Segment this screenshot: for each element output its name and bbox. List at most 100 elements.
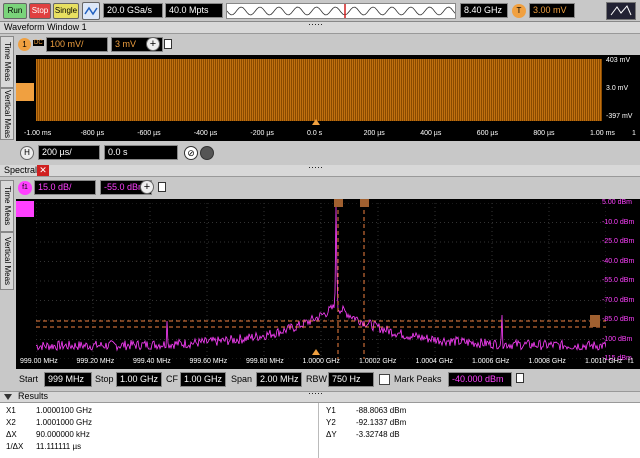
peaks-options-icon[interactable] bbox=[516, 373, 524, 383]
waveform-x-tick: 600 µs bbox=[476, 130, 498, 137]
horizontal-delay[interactable]: 0.0 s bbox=[104, 145, 178, 160]
time-meas-tab-1[interactable]: Time Meas bbox=[0, 36, 14, 88]
spectrum-y-label: 5.00 dBm bbox=[602, 199, 632, 206]
span-value[interactable]: 2.00 MHz bbox=[256, 372, 302, 387]
result-left-value: 1.0000100 GHz bbox=[36, 406, 93, 415]
mark-peaks-level[interactable]: -40.000 dBm bbox=[448, 372, 512, 387]
waveform-plot[interactable]: 403 mV 3.0 mV -397 mV -1.00 ms -800 µs -60… bbox=[16, 55, 640, 141]
trigger-badge[interactable]: T bbox=[512, 4, 526, 18]
fft-scale-value: 15.0 dB/ bbox=[38, 182, 72, 192]
sample-rate-display[interactable]: 20.0 GSa/s bbox=[103, 3, 163, 18]
trigger-arrow-icon bbox=[312, 119, 320, 125]
x2-marker-handle[interactable] bbox=[360, 199, 369, 207]
spectrum-x-tick: 999.40 MHz bbox=[133, 358, 171, 365]
spectral-window-title: Spectral bbox=[4, 165, 38, 175]
fft-marker bbox=[16, 201, 34, 217]
single-button[interactable]: Single bbox=[53, 3, 79, 19]
coupling-tag: DC bbox=[33, 40, 44, 46]
rbw-value[interactable]: 750 Hz bbox=[328, 372, 374, 387]
results-panel: X1 1.0000100 GHz X2 1.0001000 GHz ΔX 90.00000… bbox=[0, 403, 640, 458]
drag-handle-icon-3[interactable]: ····· bbox=[308, 388, 323, 398]
bandwidth-display[interactable]: 8.40 GHz bbox=[460, 3, 508, 18]
waveform-x-tick: 200 µs bbox=[363, 130, 385, 137]
mark-peaks-checkbox[interactable] bbox=[379, 374, 390, 385]
mark-peaks-level-value: -40.000 dBm bbox=[452, 374, 504, 384]
add-function-button[interactable]: + bbox=[140, 180, 154, 194]
run-button[interactable]: Run bbox=[3, 3, 27, 19]
result-left-key: 1/ΔX bbox=[6, 442, 24, 451]
result-left-key: X2 bbox=[6, 418, 16, 427]
spectral-settings-bar: Start 999 MHz Stop 1.00 GHz CF 1.00 GHz … bbox=[16, 371, 640, 389]
waveform-x-tick: -1.00 ms bbox=[24, 130, 52, 137]
result-left-key: ΔX bbox=[6, 430, 17, 439]
waveform-window-title: Waveform Window 1 bbox=[4, 22, 87, 32]
result-left-value: 1.0001000 GHz bbox=[36, 418, 93, 427]
bookmark-icon-2[interactable] bbox=[158, 182, 166, 192]
channel1-trace bbox=[36, 59, 602, 121]
stop-button[interactable]: Stop bbox=[29, 3, 51, 19]
trigger-arrow-icon-2 bbox=[312, 349, 320, 355]
channel1-scale-value: 100 mV/ bbox=[50, 39, 84, 49]
spectrum-y-label: -25.0 dBm bbox=[602, 238, 635, 245]
add-channel-button[interactable]: + bbox=[146, 37, 160, 51]
trigger-level-display[interactable]: 3.00 mV bbox=[529, 3, 575, 18]
scope-logo-icon[interactable] bbox=[606, 2, 636, 20]
spectrum-x-tick: 1.0000 GHz bbox=[302, 358, 340, 365]
result-right-value: -3.32748 dB bbox=[356, 430, 400, 439]
waveform-x-tick: 800 µs bbox=[533, 130, 555, 137]
spectrum-y-label: -70.0 dBm bbox=[602, 296, 635, 304]
drag-handle-icon-2[interactable]: ····· bbox=[308, 162, 323, 172]
channel1-marker bbox=[16, 83, 34, 101]
zoom-icon[interactable]: ⊘ bbox=[184, 146, 198, 160]
navigate-icon[interactable] bbox=[200, 146, 214, 160]
autoscale-icon[interactable] bbox=[82, 2, 100, 20]
result-left-value: 11.111111 µs bbox=[36, 442, 82, 451]
fft-ref-value: -55.0 dBm bbox=[104, 182, 146, 192]
collapse-results-icon[interactable] bbox=[4, 394, 12, 400]
spectral-controls: f1 15.0 dB/ -55.0 dBm + bbox=[16, 180, 216, 197]
channel1-scale[interactable]: 100 mV/ bbox=[46, 37, 108, 52]
mark-peaks-label: Mark Peaks bbox=[394, 374, 442, 384]
stop-frequency[interactable]: 1.00 GHz bbox=[116, 372, 162, 387]
result-left-row: X1 1.0000100 GHz bbox=[6, 405, 306, 417]
waveform-x-tick: -400 µs bbox=[193, 130, 218, 137]
results-left-column: X1 1.0000100 GHz X2 1.0001000 GHz ΔX 90.00000… bbox=[6, 405, 306, 453]
result-right-row: ΔY -3.32748 dB bbox=[326, 429, 626, 441]
y-marker-handle[interactable] bbox=[590, 315, 600, 327]
spectrum-plot[interactable]: 5.00 dBm -10.0 dBm -25.0 dBm -40.0 dBm -55.0… bbox=[16, 199, 640, 369]
trigger-level-value: 3.00 mV bbox=[533, 5, 567, 15]
result-left-row: ΔX 90.000000 kHz bbox=[6, 429, 306, 441]
horizontal-scale[interactable]: 200 µs/ bbox=[38, 145, 100, 160]
start-frequency[interactable]: 999 MHz bbox=[44, 372, 92, 387]
center-frequency[interactable]: 1.00 GHz bbox=[180, 372, 226, 387]
horizontal-badge[interactable]: H bbox=[20, 146, 34, 160]
result-right-value: -88.8063 dBm bbox=[356, 406, 407, 415]
spectrum-y-label: -100 dBm bbox=[602, 335, 633, 343]
fft-scale[interactable]: 15.0 dB/ bbox=[34, 180, 96, 195]
timebase-overview bbox=[226, 3, 456, 19]
waveform-x-tick: 1.00 ms bbox=[590, 130, 615, 137]
horizontal-controls: H 200 µs/ 0.0 s ⊘ bbox=[16, 145, 316, 163]
spectrum-x-tick: 999.00 MHz bbox=[20, 358, 58, 365]
time-meas-tab-2[interactable]: Time Meas bbox=[0, 180, 14, 232]
vertical-meas-tab-1[interactable]: Vertical Meas bbox=[0, 88, 14, 140]
x1-marker-handle[interactable] bbox=[334, 199, 343, 207]
start-label: Start bbox=[19, 374, 39, 384]
results-title: Results bbox=[18, 391, 49, 401]
channel1-controls: 1 DC 100 mV/ 3 mV + bbox=[16, 37, 216, 54]
spectrum-y-axis: 5.00 dBm -10.0 dBm -25.0 dBm -40.0 dBm -55.0… bbox=[602, 199, 640, 369]
results-right-column: Y1 -88.8063 dBm Y2 -92.1337 dBm ΔY -3.32748 d… bbox=[326, 405, 626, 441]
channel1-badge[interactable]: 1 bbox=[18, 38, 31, 51]
vertical-meas-tab-2[interactable]: Vertical Meas bbox=[0, 232, 14, 290]
memory-depth-display[interactable]: 40.0 Mpts bbox=[165, 3, 223, 18]
spectrum-x-axis: 999.00 MHz 999.20 MHz 999.40 MHz 999.60 MHz… bbox=[16, 358, 640, 368]
close-spectral-icon[interactable]: ✕ bbox=[37, 165, 49, 176]
spectrum-x-tick-end: f1 bbox=[628, 358, 634, 365]
results-divider bbox=[318, 403, 319, 458]
drag-handle-icon[interactable]: ····· bbox=[308, 19, 323, 29]
fft-badge[interactable]: f1 bbox=[18, 181, 32, 195]
bookmark-icon[interactable] bbox=[164, 39, 172, 49]
span-label: Span bbox=[231, 374, 253, 384]
waveform-x-tick-end: 1 bbox=[632, 130, 636, 137]
rbw-label: RBW bbox=[306, 374, 327, 384]
